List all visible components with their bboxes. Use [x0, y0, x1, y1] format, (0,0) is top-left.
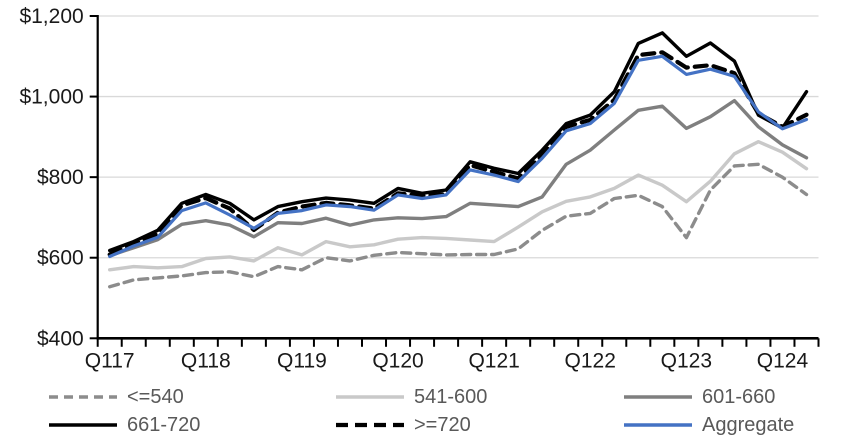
- x-tick-label: Q121: [468, 349, 519, 372]
- axes: [89, 15, 820, 347]
- legend-item-gte720: >=720: [335, 412, 471, 438]
- legend-item-661-720: 661-720: [48, 412, 200, 438]
- y-tick-label: $400: [37, 327, 84, 350]
- legend-swatch-black-line: [49, 423, 117, 427]
- legend-swatch-dashed-gray-line: [49, 395, 117, 399]
- chart-legend: <=540 541-600 601-660 661-720 >=720 Aggr…: [0, 382, 852, 441]
- x-tick-label: Q123: [661, 349, 712, 372]
- x-tick-label: Q124: [757, 349, 809, 372]
- gridlines: [97, 15, 819, 259]
- legend-swatch-gray-line: [624, 395, 692, 399]
- legend-label-601-660: 601-660: [702, 386, 776, 408]
- legend-label-661-720: 661-720: [127, 414, 201, 436]
- legend-item-aggregate: Aggregate: [623, 412, 794, 438]
- x-tick-label: Q118: [181, 349, 231, 372]
- legend-swatch-blue-line: [624, 423, 692, 427]
- line-chart-plot: $400 $600 $800 $1,000 $1,200 Q117 Q118 Q119 Q120…: [19, 5, 820, 372]
- y-tick-label: $1,000: [19, 86, 83, 109]
- y-axis-tick-labels: $400 $600 $800 $1,000 $1,200: [19, 5, 83, 350]
- series-line-541-600: [107, 139, 809, 272]
- legend-label-gte720: >=720: [414, 414, 471, 436]
- legend-label-lte540: <=540: [127, 386, 184, 408]
- legend-label-541-600: 541-600: [414, 386, 488, 408]
- legend-item-541-600: 541-600: [335, 384, 487, 410]
- y-tick-label: $800: [37, 166, 84, 189]
- legend-label-aggregate: Aggregate: [702, 414, 795, 436]
- x-tick-label: Q119: [277, 349, 327, 372]
- series-line-aggregate: [108, 54, 809, 259]
- series-line-601-660: [107, 98, 809, 258]
- y-tick-label: $1,200: [19, 5, 83, 28]
- x-tick-label: Q122: [565, 349, 616, 372]
- x-tick-label: Q117: [85, 349, 135, 372]
- legend-swatch-dashed-black-line: [336, 422, 404, 428]
- series-line--720: [107, 50, 809, 257]
- x-axis-tick-labels: Q117 Q118 Q119 Q120 Q121 Q122 Q123 Q124: [85, 349, 809, 372]
- legend-swatch-lightgray-line: [336, 395, 404, 399]
- legend-item-lte540: <=540: [48, 384, 184, 410]
- series-line-661-720: [107, 31, 809, 253]
- x-tick-label: Q120: [372, 349, 423, 372]
- y-tick-label: $600: [37, 247, 84, 270]
- legend-item-601-660: 601-660: [623, 384, 775, 410]
